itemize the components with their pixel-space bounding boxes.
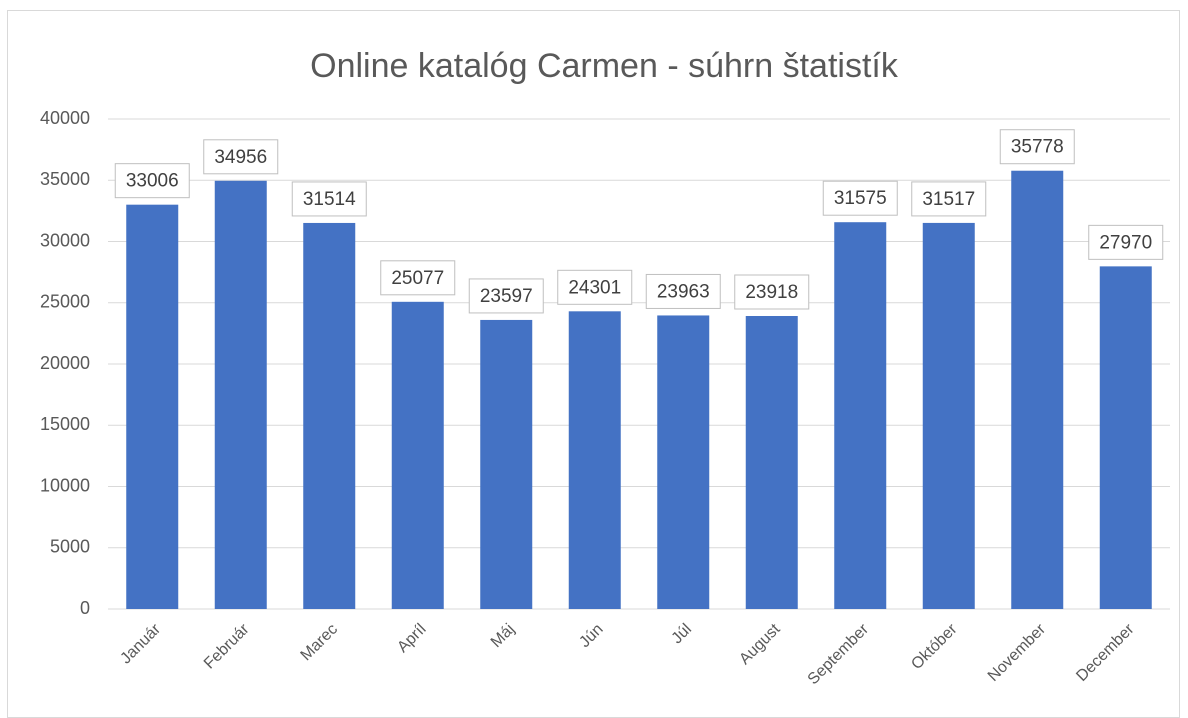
bar: [922, 222, 975, 609]
data-label: 34956: [214, 147, 267, 168]
bar: [568, 311, 621, 609]
data-label-box: [114, 163, 190, 199]
y-tick-label: 15000: [40, 414, 90, 434]
y-tick-label: 10000: [40, 475, 90, 495]
y-tick-label: 0: [80, 598, 90, 618]
y-tick-label: 30000: [40, 230, 90, 250]
bar: [745, 316, 798, 609]
data-label-box: [1088, 224, 1164, 260]
data-label-box: [822, 180, 898, 216]
bar: [126, 204, 179, 609]
bar: [834, 222, 887, 610]
bar: [1011, 170, 1064, 610]
bar: [391, 301, 444, 609]
data-label-box: [380, 260, 456, 296]
data-label-box: [468, 278, 544, 314]
y-tick-label: 40000: [40, 108, 90, 128]
data-label: 25077: [391, 268, 444, 289]
data-label: 23918: [745, 282, 798, 303]
y-tick-label: 35000: [40, 169, 90, 189]
y-tick-label: 5000: [50, 537, 90, 557]
data-label: 31575: [834, 188, 887, 209]
bar: [657, 315, 710, 609]
y-tick-label: 25000: [40, 292, 90, 312]
data-label-box: [203, 139, 279, 175]
y-tick-label: 20000: [40, 353, 90, 373]
data-label: 27970: [1099, 232, 1152, 253]
data-label-box: [999, 129, 1075, 165]
data-label: 35778: [1011, 137, 1064, 158]
data-label: 33006: [126, 171, 179, 192]
data-label: 24301: [568, 277, 621, 298]
bar: [1099, 266, 1152, 609]
data-label-box: [291, 181, 367, 217]
bar: [480, 319, 533, 609]
data-label-box: [557, 269, 633, 305]
data-label-box: [645, 273, 721, 309]
data-label: 23597: [480, 286, 533, 307]
data-label: 31517: [922, 189, 975, 210]
bar: [303, 222, 356, 610]
bar: [214, 180, 267, 609]
chart-title: Online katalóg Carmen - súhrn štatistík: [310, 47, 899, 85]
data-label: 31514: [303, 189, 356, 210]
data-label-box: [911, 181, 987, 217]
data-label-box: [734, 274, 810, 310]
data-label: 23963: [657, 281, 710, 302]
